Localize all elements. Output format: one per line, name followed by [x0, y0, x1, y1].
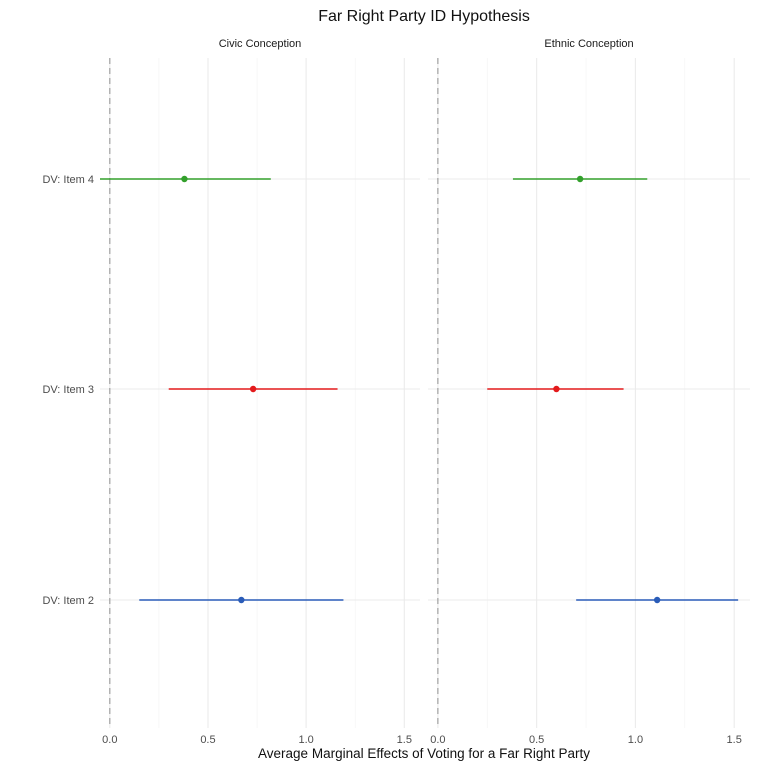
facet-strip-label: Civic Conception	[219, 38, 302, 50]
x-tick-label: 1.5	[397, 734, 412, 746]
point-estimate	[576, 175, 584, 183]
facet-panel: Civic Conception 0.0 0.5 1.0 1.5	[100, 38, 420, 746]
point-estimate	[238, 596, 245, 604]
y-tick-label: DV: Item 4	[42, 174, 94, 186]
x-tick-label: 1.5	[727, 734, 742, 746]
chart-title: Far Right Party ID Hypothesis	[318, 8, 530, 25]
facet-strip-label: Ethnic Conception	[544, 38, 633, 50]
facet-panel: Ethnic Conception 0.0 0.5 1.0 1.5	[428, 38, 750, 746]
x-tick-label: 0.0	[102, 734, 117, 746]
x-tick-label: 0.5	[200, 734, 215, 746]
point-estimate	[653, 596, 661, 604]
x-axis-label: Average Marginal Effects of Voting for a…	[258, 746, 590, 761]
point-estimate	[181, 175, 188, 183]
point-estimate	[249, 385, 257, 393]
point-estimate	[553, 385, 560, 393]
y-axis-ticks: DV: Item 4 DV: Item 3 DV: Item 2	[42, 174, 94, 607]
x-tick-label: 0.0	[430, 734, 445, 746]
x-tick-label: 0.5	[529, 734, 544, 746]
y-tick-label: DV: Item 3	[42, 384, 94, 396]
y-tick-label: DV: Item 2	[42, 595, 94, 607]
x-tick-label: 1.0	[628, 734, 643, 746]
x-tick-label: 1.0	[298, 734, 313, 746]
